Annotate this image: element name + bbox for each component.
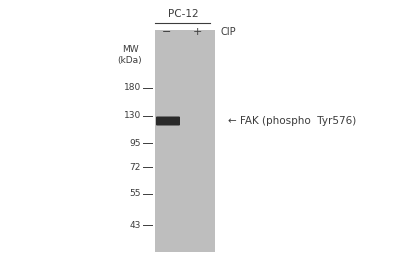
Text: 72: 72 — [130, 162, 141, 172]
Text: 43: 43 — [130, 220, 141, 230]
Text: +: + — [192, 27, 202, 37]
Text: PC-12: PC-12 — [168, 9, 198, 19]
Text: CIP: CIP — [220, 27, 236, 37]
Text: ← FAK (phospho  Tyr576): ← FAK (phospho Tyr576) — [228, 116, 356, 126]
Text: 130: 130 — [124, 112, 141, 120]
Text: (kDa): (kDa) — [118, 56, 142, 66]
Bar — [155, 30, 215, 252]
Text: 95: 95 — [130, 139, 141, 147]
Text: MW: MW — [122, 46, 138, 55]
Text: −: − — [162, 27, 172, 37]
Text: 55: 55 — [130, 190, 141, 198]
FancyBboxPatch shape — [156, 116, 180, 126]
Text: 180: 180 — [124, 83, 141, 93]
